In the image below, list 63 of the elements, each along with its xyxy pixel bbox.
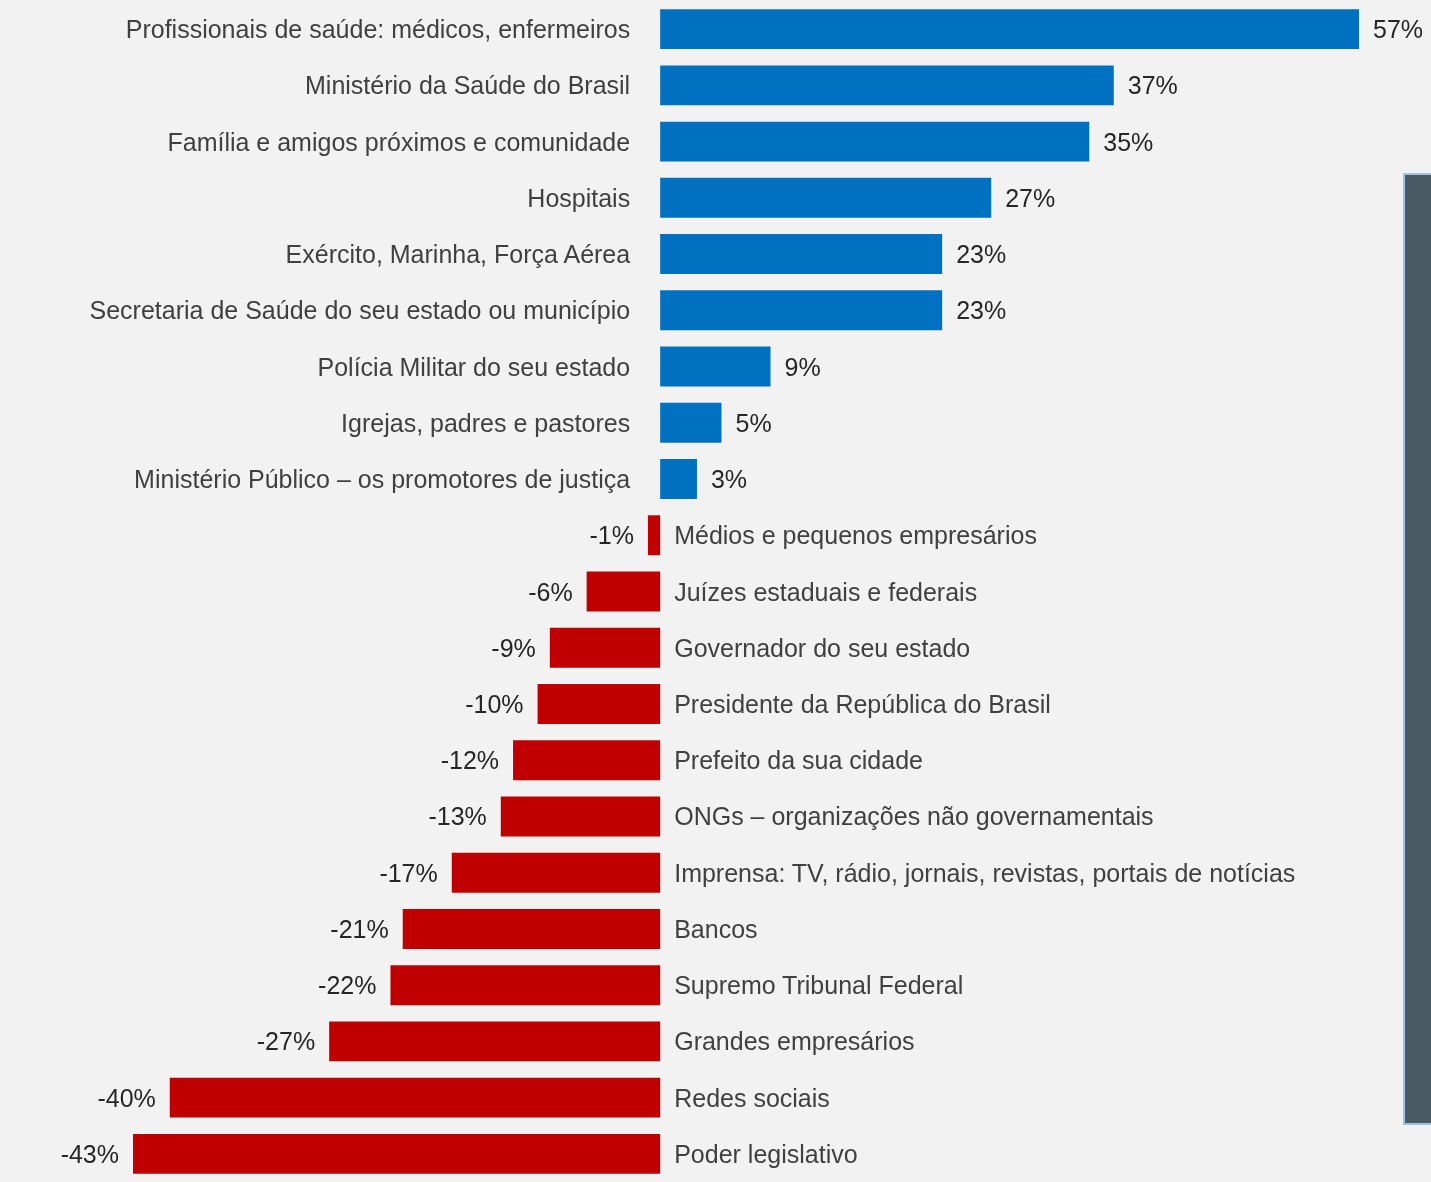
data-label: -40% bbox=[97, 1083, 156, 1112]
y-tick-label: Supremo Tribunal Federal bbox=[674, 971, 964, 1000]
bar bbox=[513, 740, 661, 781]
bar bbox=[537, 684, 661, 724]
data-label: 23% bbox=[956, 296, 1007, 325]
data-label: 3% bbox=[710, 465, 748, 494]
data-label: -10% bbox=[465, 689, 524, 718]
bar bbox=[660, 177, 992, 218]
y-tick-label: Exército, Marinha, Força Aérea bbox=[285, 240, 631, 269]
bar bbox=[660, 290, 943, 331]
y-tick-label: Ministério Público – os promotores de justiça bbox=[134, 465, 631, 494]
bar bbox=[660, 9, 1359, 50]
bar bbox=[500, 796, 661, 837]
data-label: -43% bbox=[60, 1139, 119, 1168]
data-label: 5% bbox=[735, 408, 772, 437]
y-tick-label: Polícia Militar do seu estado bbox=[317, 352, 631, 381]
data-label: -13% bbox=[428, 802, 487, 831]
data-label: -1% bbox=[589, 521, 634, 550]
y-tick-label: Presidente da República do Brasil bbox=[674, 689, 1051, 718]
bar bbox=[451, 852, 661, 893]
data-label: -27% bbox=[256, 1027, 316, 1056]
y-tick-label: Profissionais de saúde: médicos, enfermeiros bbox=[125, 15, 631, 44]
data-label: 23% bbox=[956, 240, 1007, 269]
data-label: 57% bbox=[1373, 15, 1424, 44]
data-label: 35% bbox=[1103, 127, 1154, 156]
y-tick-label: Igrejas, padres e pastores bbox=[341, 408, 631, 437]
bar bbox=[660, 459, 697, 499]
bar bbox=[647, 515, 661, 556]
data-label: -6% bbox=[528, 577, 573, 606]
data-label: -22% bbox=[318, 971, 377, 1000]
bar bbox=[660, 121, 1090, 162]
y-tick-label: Redes sociais bbox=[674, 1083, 830, 1112]
data-label: 37% bbox=[1127, 71, 1178, 100]
y-tick-label: Juízes estaduais e federais bbox=[674, 577, 978, 606]
bar bbox=[390, 965, 661, 1006]
y-tick-label: Secretaria de Saúde do seu estado ou município bbox=[89, 296, 631, 325]
bar bbox=[660, 234, 943, 275]
y-tick-label: Hospitais bbox=[527, 183, 631, 212]
y-tick-label: Família e amigos próximos e comunidade bbox=[167, 127, 631, 156]
y-tick-label: Grandes empresários bbox=[674, 1027, 915, 1056]
data-label: 27% bbox=[1005, 183, 1056, 212]
y-tick-label: Médios e pequenos empresários bbox=[674, 521, 1037, 550]
data-label: 9% bbox=[784, 352, 821, 381]
y-tick-label: Bancos bbox=[674, 914, 758, 943]
y-tick-label: Ministério da Saúde do Brasil bbox=[305, 71, 631, 100]
bar bbox=[660, 346, 771, 387]
bar bbox=[549, 627, 661, 668]
bar bbox=[133, 1133, 661, 1174]
data-label: -12% bbox=[440, 746, 500, 775]
bar bbox=[586, 571, 661, 612]
data-label: -9% bbox=[491, 633, 536, 662]
bar bbox=[169, 1077, 661, 1118]
y-tick-label: Imprensa: TV, rádio, jornais, revistas, portais de notícias bbox=[674, 858, 1296, 887]
bar bbox=[402, 908, 661, 949]
y-tick-label: ONGs – organizações não governamentais bbox=[674, 802, 1154, 831]
bar bbox=[660, 402, 722, 443]
bar bbox=[660, 65, 1114, 106]
data-label: -17% bbox=[379, 858, 438, 887]
bar bbox=[329, 1021, 661, 1062]
y-tick-label: Governador do seu estado bbox=[674, 633, 971, 662]
y-tick-label: Prefeito da sua cidade bbox=[674, 746, 923, 775]
y-tick-label: Poder legislativo bbox=[674, 1139, 858, 1168]
data-label: -21% bbox=[330, 914, 389, 943]
